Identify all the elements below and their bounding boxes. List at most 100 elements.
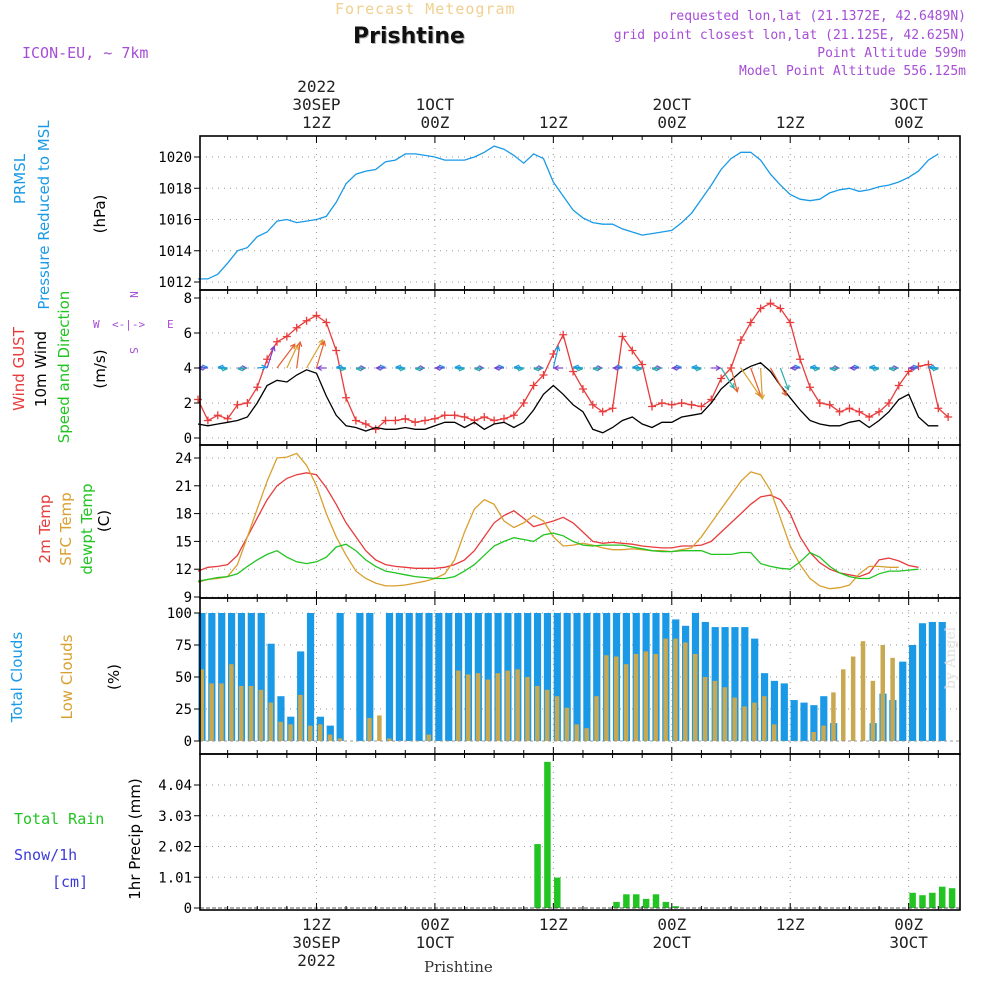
footer-city: Prishtine — [424, 958, 493, 976]
wind-direction-arrowhead — [733, 386, 740, 393]
wind-gust-marker — [805, 383, 814, 392]
low-clouds-bar — [880, 645, 886, 741]
grid-point-location: grid point closest lon,lat (21.125E, 42.… — [613, 28, 966, 43]
total-clouds-bar — [928, 621, 936, 741]
wind-direction-arrow — [218, 366, 228, 369]
2m-temp-line — [197, 472, 919, 578]
wind-gust-marker — [430, 414, 439, 423]
low-clouds-bar — [702, 677, 708, 741]
time-label-bottom: 3OCT — [889, 933, 928, 952]
low-clouds-bar — [308, 725, 313, 741]
total-clouds-bar — [326, 725, 334, 741]
total-clouds-bar — [395, 613, 403, 741]
time-label-top: 12Z — [302, 113, 331, 132]
wind-direction-arrowhead — [868, 364, 875, 371]
low-clouds-bar — [771, 724, 777, 741]
low-clouds-bar — [219, 683, 224, 741]
wind-gust-marker — [865, 413, 874, 421]
total-clouds-bar — [366, 613, 374, 741]
low-clouds-bar — [544, 689, 550, 741]
wind-direction-arrowhead — [794, 364, 801, 371]
low-clouds-bar — [229, 664, 234, 741]
wind-direction-arrowhead — [533, 365, 540, 372]
total-clouds-bar — [533, 613, 542, 741]
wind-gust-marker — [490, 416, 499, 425]
low-clouds-bar — [495, 673, 501, 741]
wind-gust-marker — [687, 400, 696, 409]
low-clouds-bar — [604, 655, 609, 741]
total-clouds-bar — [277, 696, 285, 741]
wind-direction-arrowhead — [439, 364, 446, 371]
wind-gust-marker — [460, 413, 469, 421]
wind-direction-arrowhead — [493, 365, 500, 371]
total-clouds-bar — [909, 645, 917, 741]
y-tick-label: 0 — [184, 901, 192, 917]
rain-bar — [534, 844, 541, 908]
snow-unit: [cm] — [52, 873, 89, 891]
total-clouds-bar — [218, 613, 226, 741]
wind-direction-arrow — [652, 367, 662, 370]
wind-direction-arrow — [337, 366, 347, 369]
low-clouds-bar — [821, 725, 826, 741]
wind-direction-arrow — [266, 346, 275, 369]
credit-watermark: by Angel — [942, 626, 959, 690]
wind-direction-arrowhead — [513, 364, 520, 371]
wind-direction-arrow — [720, 367, 735, 389]
low-clouds-bar — [238, 685, 244, 741]
wind-gust-marker — [697, 402, 706, 411]
total-clouds-bar — [208, 613, 216, 741]
wind-direction-arrow — [633, 366, 643, 369]
wind-gust-marker — [559, 330, 568, 339]
panel-frame — [199, 135, 961, 291]
time-label-bottom: 00Z — [894, 915, 923, 934]
wind-direction-arrow — [415, 367, 426, 370]
time-label-top: 12Z — [776, 113, 805, 132]
wind-gust-marker — [796, 355, 805, 364]
low-clouds-bar — [426, 734, 431, 741]
model-altitude: Model Point Altitude 556.125m — [739, 64, 966, 79]
rain-bar — [672, 906, 679, 908]
wind-gust-marker — [322, 318, 331, 327]
wind-gust-marker — [312, 311, 321, 320]
low-clouds-bar — [683, 642, 688, 741]
time-label-bottom: 30SEP — [292, 933, 340, 952]
wind-direction-arrowhead — [829, 365, 836, 372]
snow-label: Snow/1h — [14, 846, 78, 864]
wind-direction-arrow — [534, 367, 544, 370]
y-tick-label: 2 — [184, 396, 192, 412]
time-label-top: 00Z — [894, 113, 923, 132]
low-clouds-bar — [762, 696, 767, 741]
wind-direction-arrowhead — [296, 340, 303, 347]
wind-gust-marker — [529, 381, 538, 390]
low-clouds-bar — [643, 651, 649, 741]
wind-gust-marker — [411, 418, 420, 427]
low-clouds-bar — [525, 677, 530, 741]
wind-gust-marker — [608, 404, 617, 413]
wind-direction-arrow — [514, 366, 524, 369]
y-tick-label: 50 — [175, 670, 192, 686]
total-clouds-bar — [770, 680, 779, 741]
total-clouds-bar — [237, 613, 246, 741]
time-label-bottom: 00Z — [420, 915, 449, 934]
total-rain-label: Total Rain — [14, 810, 105, 828]
y-tick-label: 100 — [167, 606, 192, 622]
rain-bar — [633, 894, 640, 908]
low-clouds-bar — [574, 724, 580, 741]
wind-direction-arrowhead — [809, 364, 816, 371]
low-clouds-bar — [742, 706, 747, 741]
wind-gust-marker — [243, 399, 252, 407]
low-clouds-bar — [722, 687, 728, 741]
total-clouds-bar — [385, 613, 394, 741]
time-label-top: 00Z — [657, 113, 686, 132]
total-clouds-bar — [247, 613, 255, 741]
wind-direction-arrow — [455, 366, 465, 369]
low-clouds-bar — [712, 680, 718, 741]
wind-gust-marker — [480, 413, 489, 421]
wind-gust-marker — [825, 400, 834, 409]
y-tick-label: 1020 — [158, 150, 192, 166]
wind-direction-arrowhead — [217, 364, 224, 371]
wind-direction-arrowhead — [316, 365, 323, 371]
low-clouds-bar — [327, 734, 333, 741]
model-label: ICON-EU, ~ 7km — [22, 44, 149, 62]
